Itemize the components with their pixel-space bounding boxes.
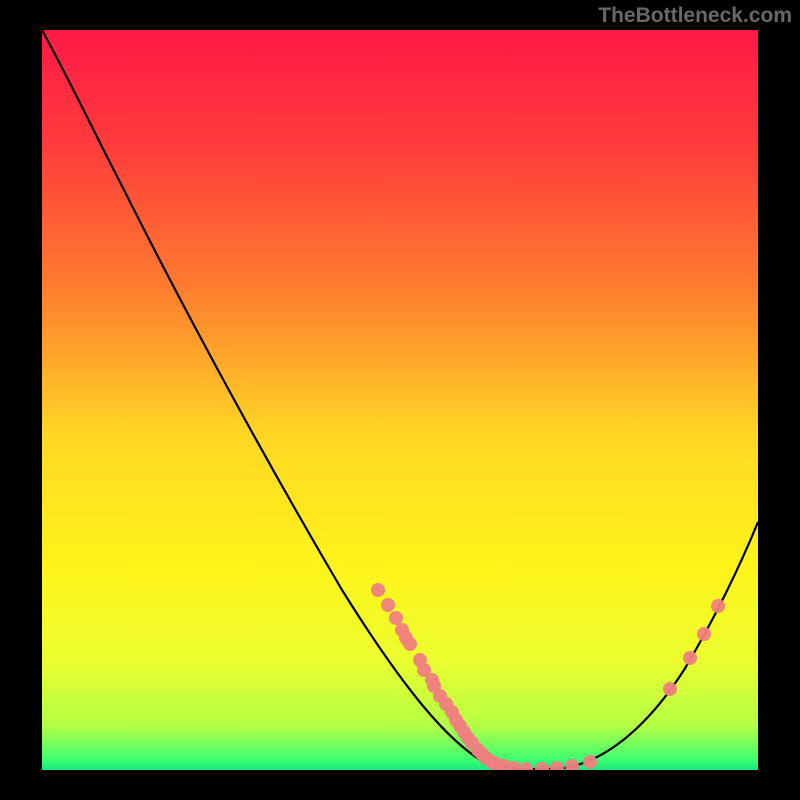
data-marker <box>697 627 711 641</box>
data-marker <box>663 682 677 696</box>
stage: TheBottleneck.com <box>0 0 800 800</box>
data-marker <box>403 637 417 651</box>
data-marker <box>711 599 725 613</box>
data-marker <box>389 611 403 625</box>
data-marker <box>583 755 597 769</box>
data-marker <box>381 598 395 612</box>
plot-area <box>42 30 758 770</box>
gradient-bg <box>42 30 758 770</box>
chart-svg <box>42 30 758 770</box>
watermark-text: TheBottleneck.com <box>598 4 792 28</box>
data-marker <box>371 583 385 597</box>
data-marker <box>683 651 697 665</box>
